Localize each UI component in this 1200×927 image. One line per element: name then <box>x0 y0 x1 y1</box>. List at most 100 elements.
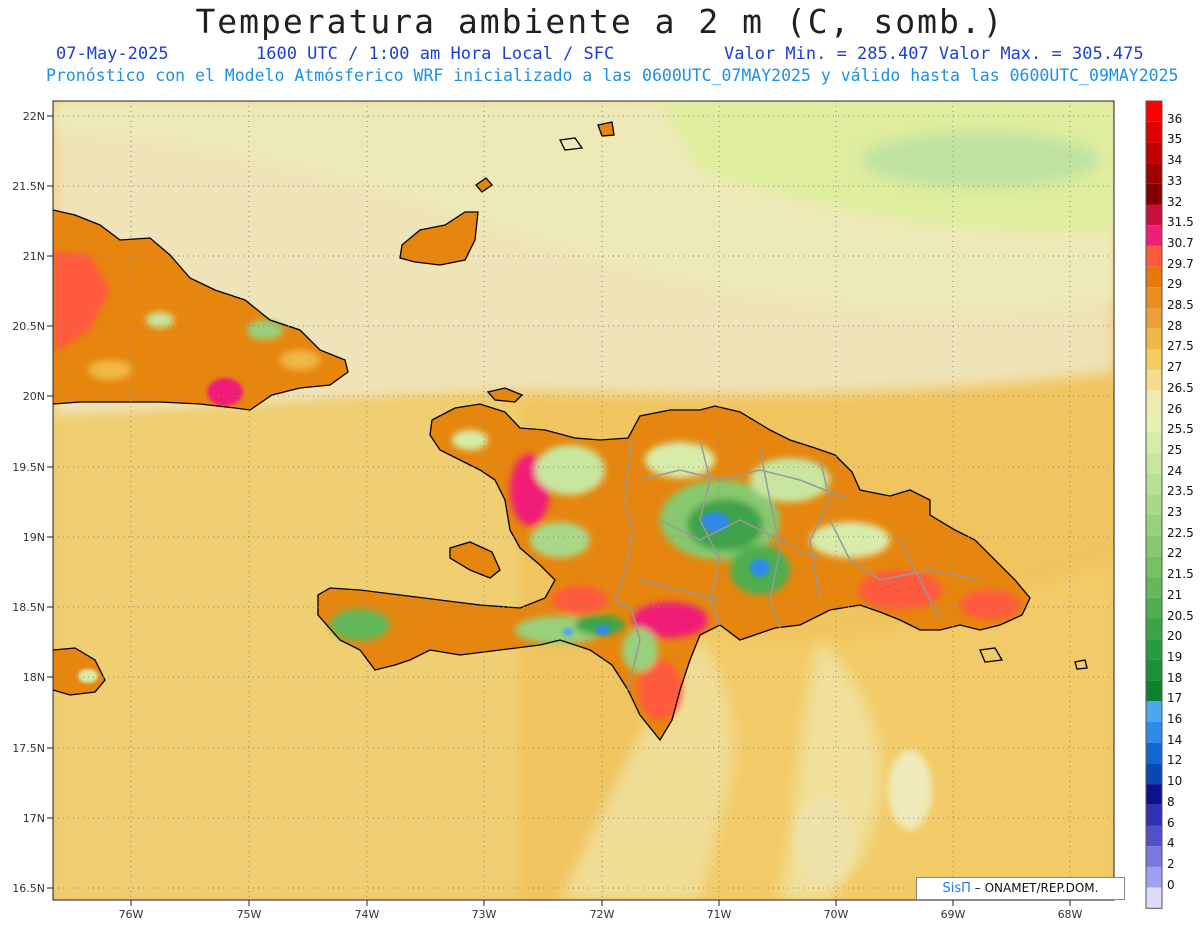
colorbar-swatch <box>1146 163 1162 184</box>
colorbar-label: 28 <box>1167 318 1183 333</box>
date-label: 07-May-2025 <box>56 44 169 64</box>
colorbar-swatch <box>1146 473 1162 495</box>
colorbar-swatch <box>1146 121 1162 143</box>
lat-label: 17.5N <box>12 742 45 755</box>
lat-label: 18N <box>23 671 45 684</box>
colorbar-label: 31.5 <box>1167 215 1194 230</box>
lon-label: 75W <box>237 908 262 921</box>
colorbar-swatch <box>1146 204 1162 226</box>
colorbar-label: 4 <box>1167 836 1175 851</box>
colorbar-label: 24 <box>1167 463 1183 478</box>
temperature-field <box>53 101 1114 900</box>
colorbar-label: 17 <box>1167 691 1183 706</box>
lat-label: 19.5N <box>12 461 45 474</box>
colorbar-swatch <box>1146 308 1162 329</box>
colorbar-frame <box>1145 100 1163 909</box>
colorbar-swatch <box>1146 784 1162 805</box>
province-borders <box>614 439 981 691</box>
map-title: Temperatura ambiente a 2 m (C, somb.) <box>195 2 1005 41</box>
colorbar-swatch <box>1146 639 1162 660</box>
coastlines <box>53 121 1088 742</box>
colorbar-swatch <box>1146 432 1162 453</box>
colorbar-label: 27.5 <box>1167 339 1194 354</box>
lat-label: 17N <box>23 812 45 825</box>
colorbar-label: 26 <box>1167 401 1183 416</box>
colorbar-label: 8 <box>1167 794 1175 809</box>
colorbar-label: 20 <box>1167 629 1183 644</box>
colorbar-label: 28.5 <box>1167 298 1194 312</box>
colorbar-label: 34 <box>1167 153 1183 168</box>
lon-label: 76W <box>119 908 144 921</box>
colorbar-label: 21 <box>1167 587 1183 602</box>
lat-label: 22N <box>23 110 45 123</box>
colorbar-swatch <box>1146 742 1162 764</box>
colorbar-swatch <box>1146 866 1162 888</box>
colorbar <box>1145 100 1163 909</box>
colorbar-swatch <box>1146 370 1162 391</box>
lat-label: 18.5N <box>12 601 45 614</box>
colorbar-swatch <box>1146 328 1162 350</box>
colorbar-label: 23.5 <box>1167 484 1194 499</box>
colorbar-label: 23 <box>1167 505 1183 519</box>
colorbar-swatch <box>1146 535 1162 557</box>
colorbar-swatch <box>1146 183 1162 205</box>
lat-label: 20.5N <box>12 320 45 333</box>
colorbar-label: 32 <box>1167 194 1183 209</box>
colorbar-swatch <box>1146 225 1162 246</box>
time-label: 1600 UTC / 1:00 am Hora Local / SFC <box>256 44 615 64</box>
colorbar-label: 10 <box>1167 774 1183 789</box>
colorbar-swatch <box>1146 556 1162 578</box>
colorbar-swatch <box>1146 411 1162 433</box>
colorbar-label: 21.5 <box>1167 567 1194 582</box>
colorbar-label: 29.7 <box>1167 256 1194 271</box>
credit-box: SisΠ – ONAMET/REP.DOM. <box>916 877 1125 900</box>
minmax-label: Valor Min. = 285.407 Valor Max. = 305.47… <box>724 44 1144 64</box>
forecast-label: Pronóstico con el Modelo Atmósferico WRF… <box>46 66 1179 85</box>
colorbar-label: 30.7 <box>1167 235 1194 250</box>
colorbar-swatch <box>1146 390 1162 412</box>
colorbar-label: 27 <box>1167 360 1183 375</box>
lon-label: 73W <box>472 908 497 921</box>
colorbar-label: 12 <box>1167 753 1183 768</box>
colorbar-label: 2 <box>1167 856 1175 871</box>
colorbar-swatch <box>1146 887 1162 909</box>
colorbar-swatch <box>1146 494 1162 515</box>
colorbar-label: 26.5 <box>1167 380 1194 395</box>
colorbar-label: 36 <box>1167 111 1183 126</box>
colorbar-swatch <box>1146 101 1162 122</box>
lon-label: 74W <box>355 908 380 921</box>
colorbar-label: 35 <box>1167 132 1183 147</box>
colorbar-label: 14 <box>1167 732 1183 747</box>
colorbar-swatch <box>1146 722 1162 743</box>
colorbar-swatch <box>1146 515 1162 536</box>
colorbar-label: 18 <box>1167 670 1183 685</box>
colorbar-label: 22.5 <box>1167 525 1194 540</box>
colorbar-swatch <box>1146 825 1162 847</box>
colorbar-label: 16 <box>1167 712 1183 726</box>
colorbar-swatch <box>1146 701 1162 722</box>
colorbar-swatch <box>1146 287 1162 308</box>
lat-label: 20N <box>23 390 45 403</box>
lon-label: 69W <box>941 908 966 921</box>
colorbar-label: 0 <box>1167 877 1175 892</box>
colorbar-swatch <box>1146 763 1162 785</box>
gridlines <box>53 101 1114 900</box>
lon-label: 68W <box>1058 908 1083 921</box>
lon-label: 70W <box>824 908 849 921</box>
colorbar-swatch <box>1146 846 1162 867</box>
colorbar-swatch <box>1146 597 1162 619</box>
colorbar-label: 6 <box>1167 815 1175 830</box>
colorbar-swatch <box>1146 804 1162 826</box>
colorbar-swatch <box>1146 577 1162 598</box>
lat-label: 19N <box>23 531 45 544</box>
credit-org: – ONAMET/REP.DOM. <box>974 881 1099 895</box>
lon-label: 71W <box>707 908 732 921</box>
colorbar-label: 25.5 <box>1167 422 1194 437</box>
lon-label: 72W <box>590 908 615 921</box>
colorbar-label: 22 <box>1167 546 1183 561</box>
sispi-logo: SisΠ <box>942 881 971 896</box>
colorbar-swatch <box>1146 618 1162 640</box>
colorbar-label: 33 <box>1167 173 1183 188</box>
colorbar-swatch <box>1146 349 1162 371</box>
